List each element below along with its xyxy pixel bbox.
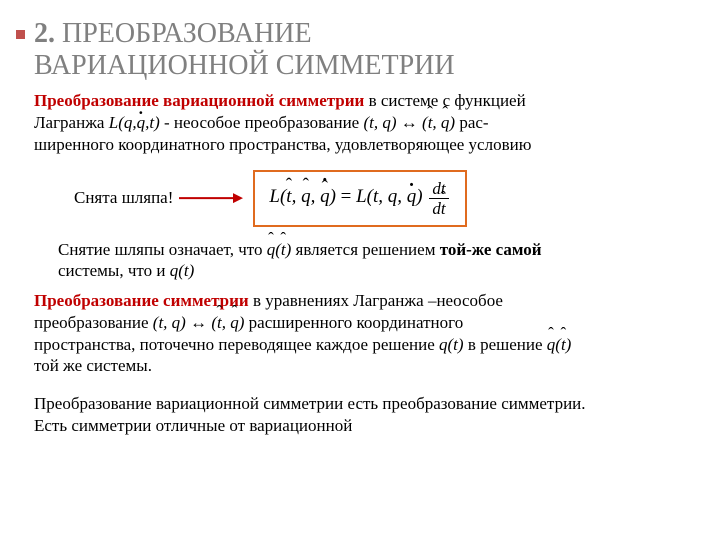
title-text-2: ВАРИАЦИОННОЙ СИММЕТРИИ xyxy=(34,50,455,81)
title-number: 2. xyxy=(34,18,55,49)
paragraph-2: Снятие шляпы означает, что q(t) является… xyxy=(34,239,686,283)
math-sol-qhat: q(t) xyxy=(547,335,572,354)
p1-d: рас- xyxy=(459,113,488,132)
paragraph-4: Преобразование вариационной симметрии ес… xyxy=(34,393,686,437)
formula-row: Снята шляпа! L(t, q, q) = L(t, q, q) dtd… xyxy=(34,170,686,227)
p3-f: той же системы. xyxy=(34,356,152,375)
p1-lead: Преобразование вариационной симметрии xyxy=(34,91,364,110)
title-bullet xyxy=(16,30,25,39)
arrow-icon xyxy=(173,188,245,208)
hat-callout: Снята шляпа! xyxy=(74,187,245,209)
main-formula: L(t, q, q) = L(t, q, q) dtdt xyxy=(253,170,466,227)
p3-d: пространства, поточечно переводящее кажд… xyxy=(34,335,439,354)
p3-b: преобразование xyxy=(34,313,153,332)
p1-c: - неособое преобразование xyxy=(164,113,363,132)
p2-a: Снятие шляпы означает, что xyxy=(58,240,267,259)
math-lagrangian: L(q,q,t) xyxy=(109,113,160,132)
paragraph-1: Преобразование вариационной симметрии в … xyxy=(34,90,686,155)
callout-text: Снята шляпа! xyxy=(74,187,173,209)
slide-title: 2. ПРЕОБРАЗОВАНИЕ ВАРИАЦИОННОЙ СИММЕТРИИ xyxy=(34,18,686,82)
p1-e: ширенного координатного пространства, уд… xyxy=(34,135,531,154)
p3-e: в решение xyxy=(468,335,547,354)
title-text-1: ПРЕОБРАЗОВАНИЕ xyxy=(62,18,312,49)
math-sol-q: q(t) xyxy=(439,335,464,354)
math-transform-2: (t, q) ↔ (t, q) xyxy=(153,313,245,332)
p2-bold: той-же самой xyxy=(440,240,542,259)
p2-c: системы, что и xyxy=(58,261,170,280)
p3-a: в уравнениях Лагранжа –неособое xyxy=(249,291,503,310)
p4-l2: Есть симметрии отличные от вариационной xyxy=(34,416,352,435)
slide: 2. ПРЕОБРАЗОВАНИЕ ВАРИАЦИОННОЙ СИММЕТРИИ… xyxy=(0,0,720,540)
p4-l1: Преобразование вариационной симметрии ес… xyxy=(34,394,586,413)
math-qhat-t: q(t) xyxy=(267,240,292,259)
paragraph-3: Преобразование симметрии в уравнениях Ла… xyxy=(34,290,686,377)
math-transform-1: (t, q) ↔ (t, q) xyxy=(363,113,455,132)
p3-c: расширенного координатного xyxy=(249,313,464,332)
math-q-t: q(t) xyxy=(170,261,195,280)
p1-b: Лагранжа xyxy=(34,113,109,132)
p2-b: является решением xyxy=(296,240,440,259)
body-text: Преобразование вариационной симметрии в … xyxy=(34,90,686,436)
